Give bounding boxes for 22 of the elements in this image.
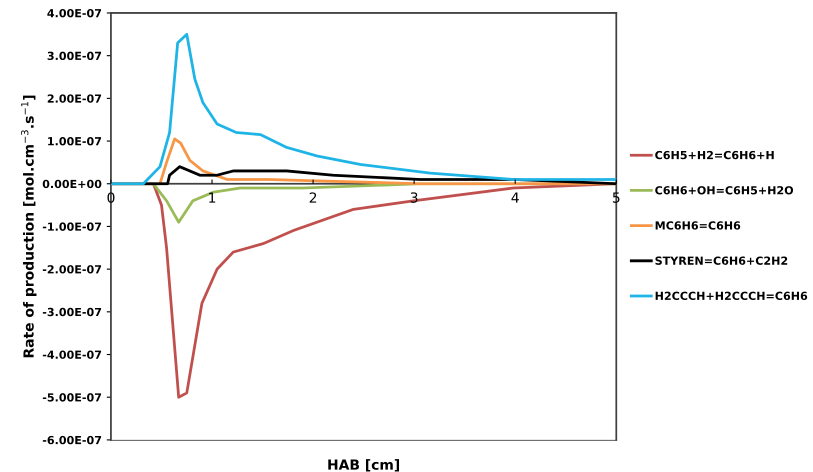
y-tick-label: -4.00E-07: [42, 350, 102, 359]
legend-label: MC6H6=C6H6: [656, 221, 740, 230]
legend-label: C6H5+H2=C6H6+H: [655, 150, 774, 160]
line-series: [110, 32, 616, 186]
x-tick-label: 2: [310, 192, 316, 203]
y-tick-label: 2.00E-07: [48, 94, 102, 103]
y-axis-title: Rate of production [mol.cm$^{−3}$.s$^{−1}$]: [21, 96, 36, 358]
y-tick-label: -3.00E-07: [42, 308, 102, 316]
legend-label: C6H6+OH=C6H5+H2O: [655, 186, 794, 194]
y-tick-label: 3.00E-07: [48, 52, 102, 60]
y-tick-label: 4.00E-07: [47, 8, 102, 18]
y-tick-label: 1.00E-07: [48, 137, 102, 146]
y-tick-label: 0.00E+00: [42, 180, 102, 188]
y-tick-label: -1.00E-07: [42, 222, 102, 231]
y-tick-label: -5.00E-07: [42, 393, 102, 402]
y-tick-label: -2.00E-07: [42, 265, 102, 274]
x-axis-title: HAB [cm]: [328, 459, 400, 472]
x-tick-label: 4: [511, 192, 519, 203]
legend-label: STYREN=C6H6+C2H2: [655, 256, 788, 265]
legend-label: H2CCCH+H2CCCH=C6H6: [656, 292, 808, 300]
y-tick-label: -6.00E-07: [42, 436, 102, 444]
x-tick-label: 1: [209, 192, 216, 203]
